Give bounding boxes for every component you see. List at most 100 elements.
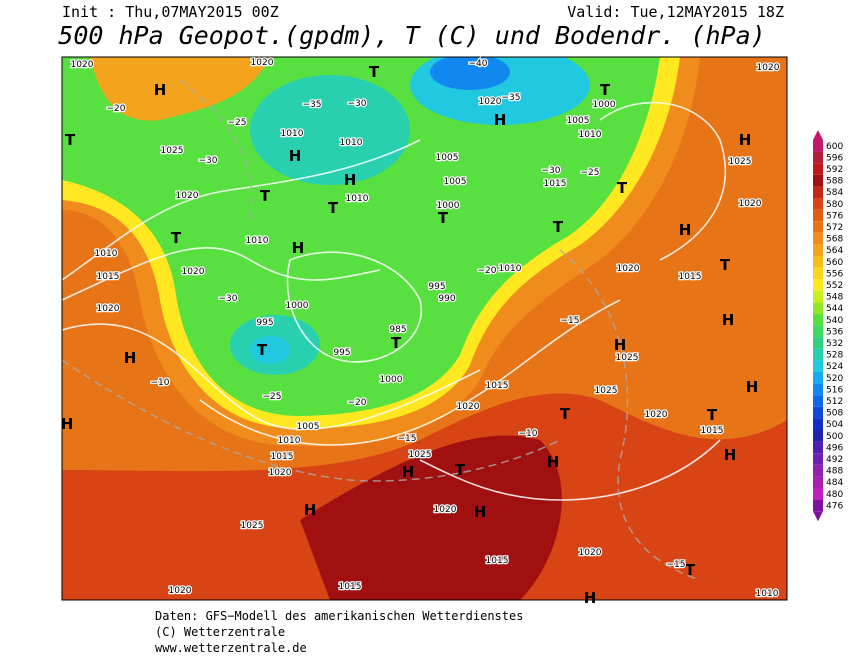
contour-label: −40 (469, 59, 488, 69)
colorbar-label: 540 (826, 316, 843, 326)
colorbar-label: 488 (826, 467, 843, 477)
contour-label: 1020 (182, 267, 205, 277)
colorbar-label: 592 (826, 165, 843, 175)
colorbar-cell (813, 232, 823, 245)
colorbar-cell (813, 464, 823, 477)
contour-label: 1010 (346, 194, 369, 204)
contour-label: 1020 (269, 468, 292, 478)
contour-label: −30 (348, 99, 367, 109)
contour-label: 1020 (169, 586, 192, 596)
contour-label: 1010 (281, 129, 304, 139)
pressure-center: H (154, 81, 167, 99)
contour-label: 1020 (251, 58, 274, 68)
colorbar-cell (813, 256, 823, 268)
contour-label: 1005 (567, 116, 590, 126)
contour-label: 1015 (544, 179, 567, 189)
pressure-center: H (679, 221, 692, 239)
pressure-center: T (369, 63, 380, 81)
colorbar-label: 572 (826, 223, 843, 233)
colorbar-label: 476 (826, 501, 843, 511)
colorbar-label: 504 (826, 420, 843, 430)
contour-label: 990 (438, 294, 455, 304)
contour-label: −25 (263, 392, 282, 402)
pressure-center: H (292, 239, 305, 257)
contour-label: −20 (348, 398, 367, 408)
contour-label: 1010 (95, 249, 118, 259)
pressure-center: H (124, 349, 137, 367)
contour-label: 1010 (756, 589, 779, 599)
colorbar-label: 560 (826, 258, 843, 268)
colorbar-cell (813, 337, 823, 349)
pressure-center: H (289, 147, 302, 165)
contour-label: 1015 (486, 556, 509, 566)
colorbar-cell (813, 476, 823, 488)
contour-label: 995 (256, 318, 273, 328)
pressure-center: H (494, 111, 507, 129)
contour-label: 1015 (339, 582, 362, 592)
colorbar-cell (813, 174, 823, 187)
contour-label: 1025 (409, 450, 432, 460)
valid-time: Valid: Tue,12MAY2015 18Z (567, 3, 784, 21)
pressure-center: T (455, 461, 466, 479)
colorbar-cell (813, 406, 823, 419)
colorbar-label: 496 (826, 443, 843, 453)
colorbar-cell (813, 430, 823, 442)
contour-label: 1020 (457, 402, 480, 412)
colorbar-cell (813, 325, 823, 338)
colorbar-cell (813, 302, 823, 314)
colorbar-cell (813, 441, 823, 454)
colorbar-cell (813, 395, 823, 407)
contour-label: 1020 (434, 505, 457, 515)
colorbar-label: 564 (826, 246, 843, 256)
colorbar-label: 508 (826, 409, 843, 419)
colorbar-label: 484 (826, 478, 843, 488)
contour-label: 1010 (246, 236, 269, 246)
contour-label: 1025 (241, 521, 264, 531)
contour-label: 995 (333, 348, 350, 358)
colorbar-label: 548 (826, 293, 843, 303)
colorbar-cell (813, 360, 823, 372)
colorbar-label: 536 (826, 327, 843, 337)
colorbar-label: 512 (826, 397, 843, 407)
pressure-center: H (474, 503, 487, 521)
colorbar-cell (813, 267, 823, 280)
colorbar-arrow (813, 130, 823, 140)
contour-label: 1010 (579, 130, 602, 140)
pressure-center: T (707, 406, 718, 424)
contour-label: −30 (542, 166, 561, 176)
contour-label: 1005 (436, 153, 459, 163)
contour-label: 1010 (340, 138, 363, 148)
contour-label: −10 (519, 429, 538, 439)
contour-label: 1020 (617, 264, 640, 274)
contour-label: 1000 (593, 100, 616, 110)
contour-label: −10 (151, 378, 170, 388)
colorbar-label: 528 (826, 351, 843, 361)
colorbar-label: 588 (826, 177, 843, 187)
contour-label: −15 (398, 434, 417, 444)
colorbar-label: 596 (826, 153, 843, 163)
colorbar-cell (813, 314, 823, 326)
contour-label: 1025 (729, 157, 752, 167)
colorbar-cell (813, 209, 823, 222)
pressure-center: T (65, 131, 76, 149)
pressure-center: T (171, 229, 182, 247)
pressure-center: T (391, 334, 402, 352)
pressure-center: T (328, 199, 339, 217)
colorbar-label: 568 (826, 235, 843, 245)
colorbar-cell (813, 418, 823, 430)
pressure-center: T (560, 405, 571, 423)
colorbar-label: 544 (826, 304, 843, 314)
contour-label: 1025 (595, 386, 618, 396)
contour-label: 1025 (161, 146, 184, 156)
pressure-center: T (617, 179, 628, 197)
colorbar-cell (813, 499, 823, 512)
contour-label: 1020 (645, 410, 668, 420)
colorbar-label: 532 (826, 339, 843, 349)
contour-label: −15 (667, 560, 686, 570)
pressure-center: H (402, 463, 415, 481)
contour-label: 1020 (579, 548, 602, 558)
colorbar-cell (813, 151, 823, 164)
